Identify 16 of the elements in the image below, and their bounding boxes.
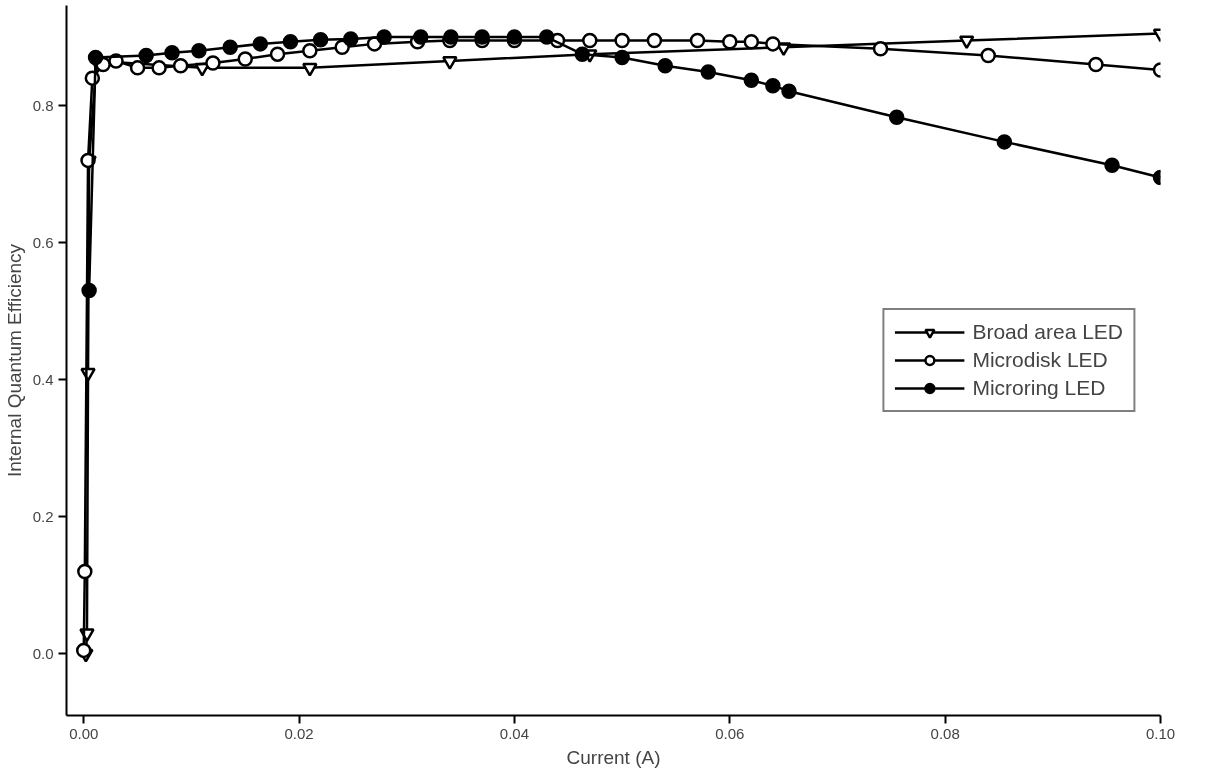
x-axis-title: Current (A): [566, 746, 661, 768]
y-tick-label: 0.8: [32, 96, 54, 114]
legend-label: Microring LED: [972, 376, 1106, 400]
x-tick-label: 0.02: [284, 724, 314, 742]
x-tick-label: 0.04: [499, 724, 530, 742]
y-axis-title: Internal Quantum Efficiency: [3, 243, 25, 478]
legend-label: Microdisk LED: [972, 348, 1108, 372]
y-tick-label: 0.0: [32, 644, 54, 662]
x-tick-label: 0.00: [69, 724, 99, 742]
x-tick-label: 0.10: [1145, 724, 1176, 742]
x-tick-label: 0.06: [715, 724, 745, 742]
y-tick-label: 0.6: [32, 233, 54, 251]
legend-label: Broad area LED: [972, 320, 1123, 344]
y-tick-label: 0.2: [32, 507, 54, 525]
x-tick-label: 0.08: [930, 724, 960, 742]
y-tick-label: 0.4: [32, 370, 54, 388]
